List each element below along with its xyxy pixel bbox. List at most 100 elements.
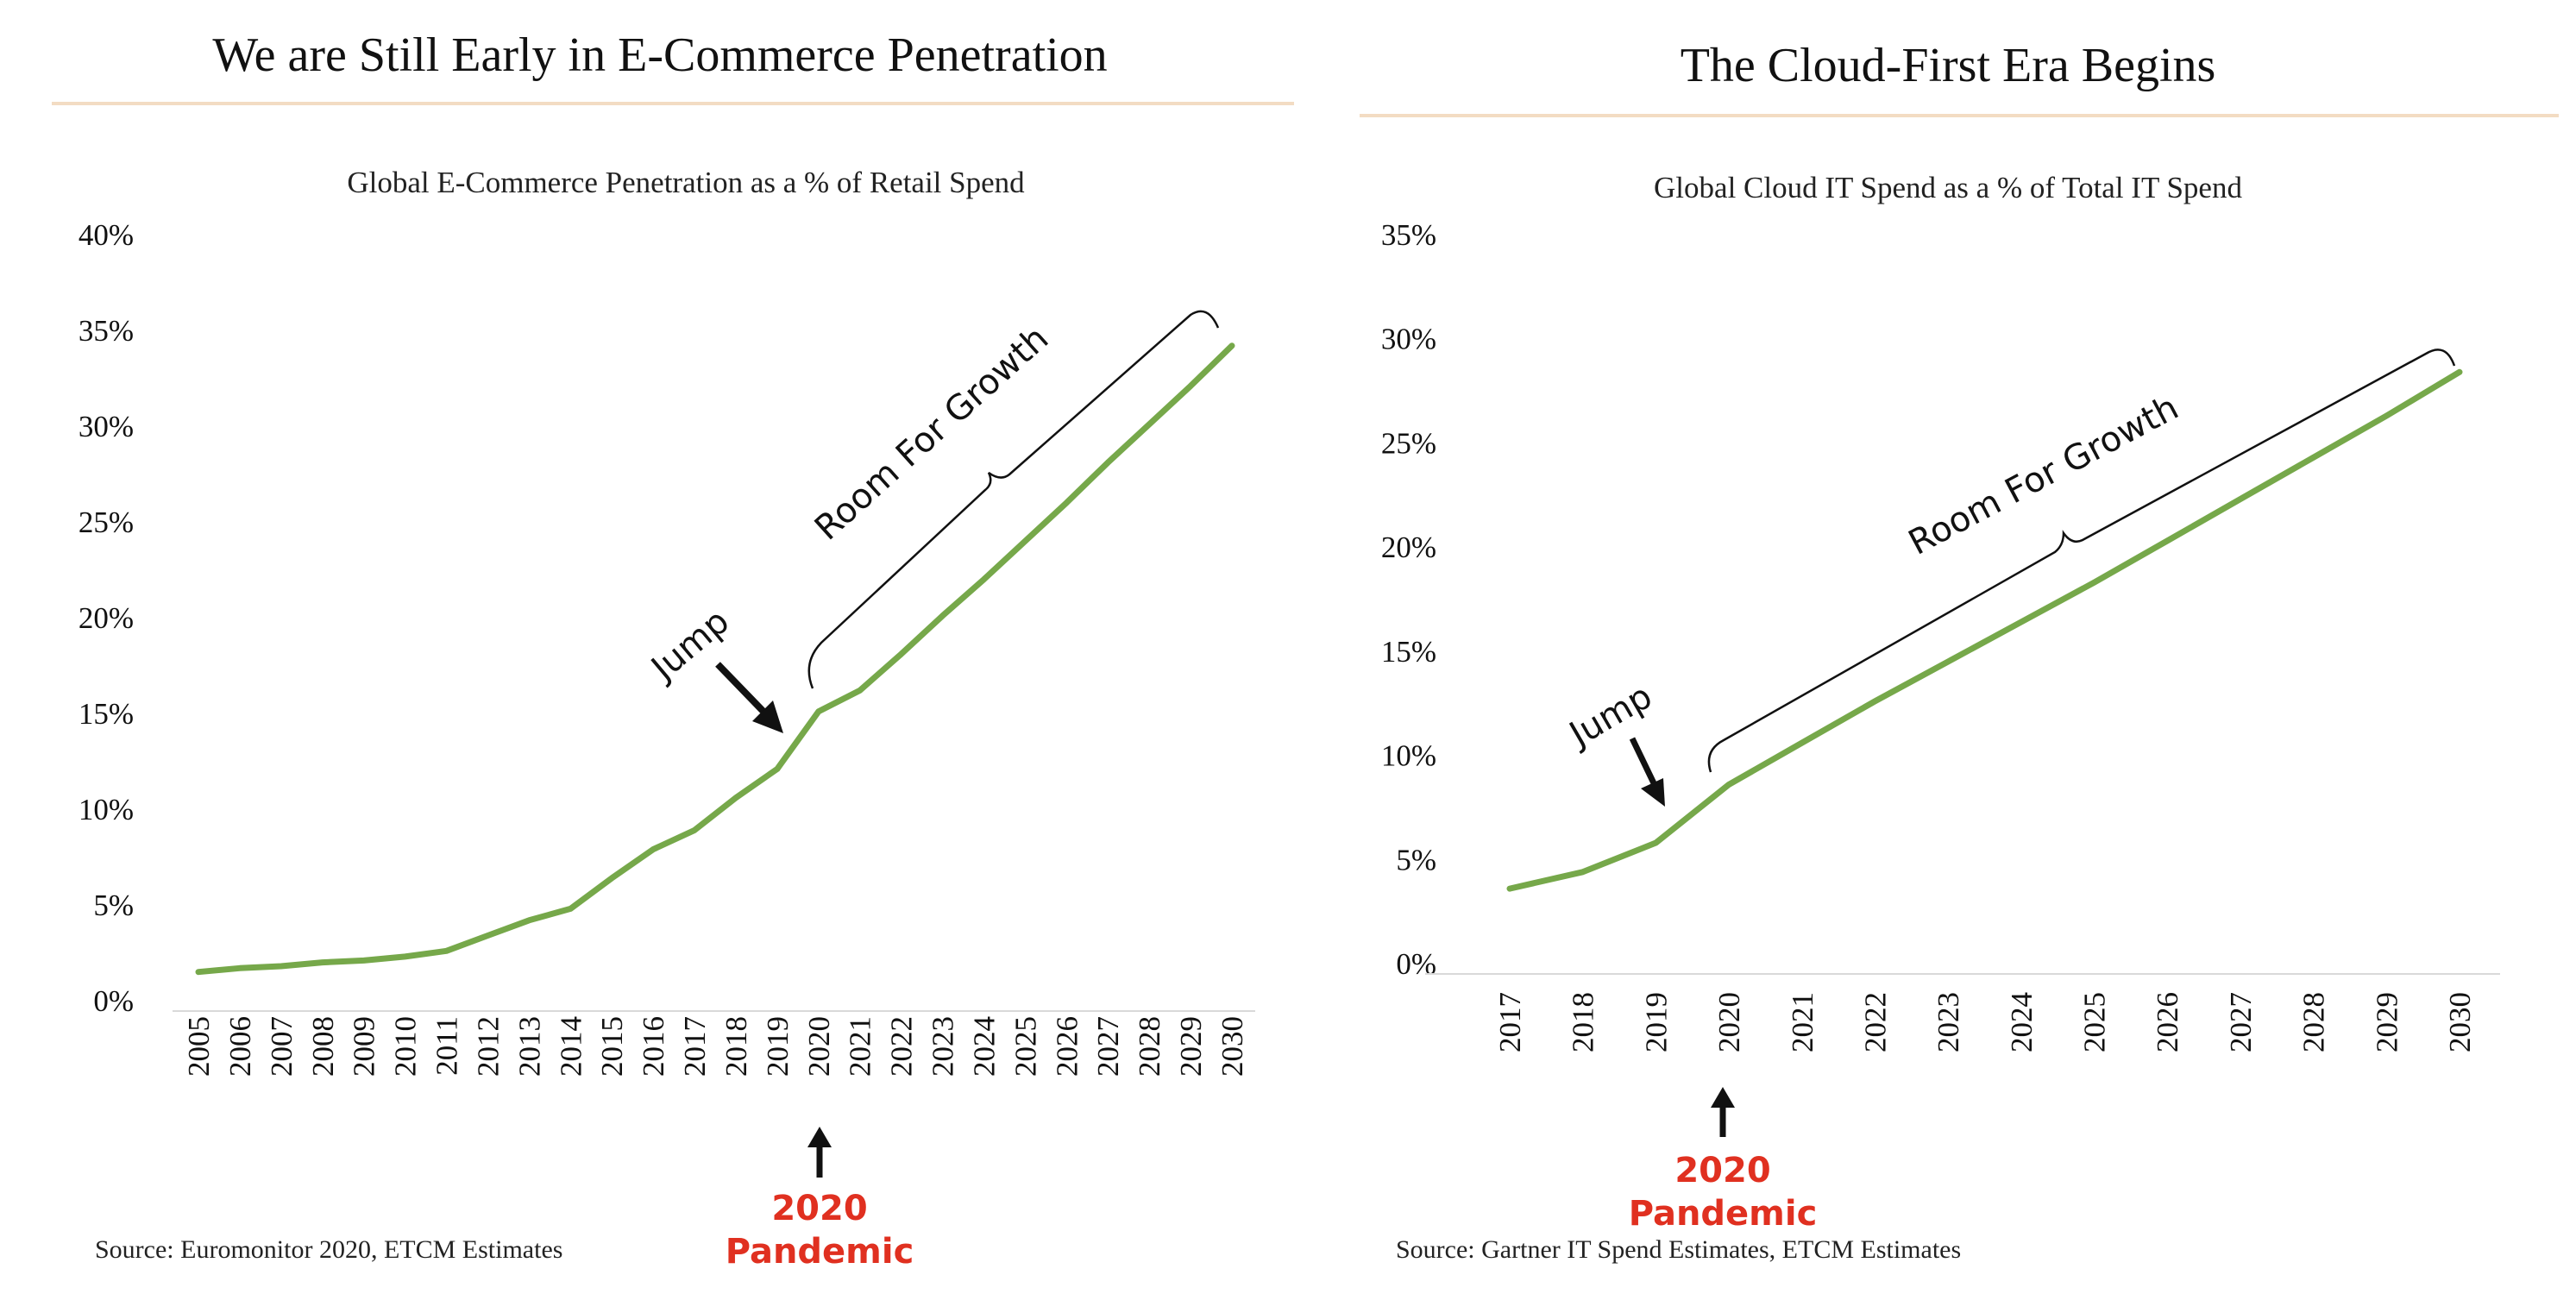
data-point — [1229, 342, 1235, 349]
data-point — [898, 651, 904, 657]
data-point — [1580, 869, 1586, 875]
x-tick-label: 2026 — [1050, 1016, 1084, 1077]
data-point — [319, 959, 325, 965]
x-tick-label: 2007 — [265, 1016, 298, 1077]
x-tick-label: 2015 — [595, 1016, 629, 1077]
data-point — [2018, 619, 2024, 625]
data-point — [939, 612, 946, 619]
data-point — [361, 958, 367, 964]
data-point — [609, 875, 615, 881]
x-tick-label: 2011 — [430, 1016, 464, 1076]
x-tick-label: 2028 — [1133, 1016, 1166, 1077]
data-point — [1188, 383, 1194, 389]
title-divider — [1360, 114, 2559, 117]
x-tick-label: 2022 — [1858, 992, 1892, 1052]
data-point — [1507, 886, 1512, 892]
jump-label: Jump — [1561, 676, 1659, 756]
data-point — [278, 964, 284, 970]
x-tick-label: 2027 — [2224, 992, 2258, 1052]
x-tick-label: 2024 — [2005, 992, 2039, 1052]
data-point — [1105, 460, 1111, 466]
jump-arrow-shaft — [715, 662, 770, 719]
y-tick-label: 15% — [79, 697, 134, 731]
data-point — [1064, 499, 1070, 506]
x-tick-label: 2029 — [1174, 1016, 1208, 1077]
data-point — [196, 969, 201, 975]
data-point — [2091, 580, 2097, 586]
x-tick-label: 2023 — [1932, 992, 1965, 1052]
series-line — [195, 342, 1235, 976]
x-tick-label: 2030 — [1216, 1016, 1249, 1077]
x-tick-label: 2018 — [1567, 992, 1600, 1052]
source-note: Source: Gartner IT Spend Estimates, ETCM… — [1396, 1235, 1962, 1264]
x-tick-label: 2013 — [512, 1016, 546, 1077]
data-point — [443, 948, 449, 954]
y-tick-label: 10% — [79, 793, 134, 826]
data-point — [485, 933, 491, 939]
x-tick-label: 2017 — [678, 1016, 712, 1077]
x-tick-label: 2009 — [348, 1016, 381, 1077]
ecommerce-line-chart: 0%5%10%15%20%25%30%35%40% 2005 2006 2007 20… — [79, 218, 1255, 1272]
x-tick-label: 2008 — [306, 1016, 340, 1077]
chart-title: Global E-Commerce Penetration as a % of … — [347, 166, 1025, 199]
y-tick-label: 25% — [1381, 426, 1436, 460]
source-note: Source: Euromonitor 2020, ETCM Estimates — [95, 1235, 563, 1264]
data-point — [568, 906, 574, 912]
x-tick-label: 2026 — [2151, 992, 2184, 1052]
x-tick-label: 2029 — [2370, 992, 2403, 1052]
y-tick-label: 35% — [1381, 218, 1436, 252]
cloud-line-chart: 0% 5% 10% 15% 20% 25% 30% 35% 2017 2018 2019 2020 2… — [1381, 218, 2500, 1234]
data-point — [2457, 369, 2462, 375]
y-tick-label: 5% — [93, 889, 134, 922]
x-tick-label: 2012 — [471, 1016, 505, 1077]
pandemic-label: Pandemic — [1629, 1194, 1818, 1234]
y-tick-label: 20% — [1381, 531, 1436, 564]
x-tick-label: 2021 — [1786, 992, 1819, 1052]
data-point — [526, 917, 532, 923]
x-tick-label: 2016 — [637, 1016, 670, 1077]
y-tick-label: 30% — [79, 410, 134, 443]
title-divider — [52, 102, 1294, 105]
pandemic-arrow-head — [1711, 1087, 1735, 1108]
y-tick-label: 10% — [1381, 739, 1436, 773]
panel-title: The Cloud-First Era Begins — [1680, 39, 2216, 92]
pandemic-year-label: 2020 — [1674, 1151, 1770, 1190]
data-point — [1147, 421, 1153, 427]
y-tick-label: 35% — [79, 314, 134, 348]
y-tick-label: 0% — [1396, 947, 1436, 981]
jump-arrow-shaft — [1629, 737, 1658, 787]
x-tick-label: 2006 — [223, 1016, 257, 1077]
x-tick-label: 2028 — [2297, 992, 2331, 1052]
data-point — [650, 846, 657, 852]
y-tick-label: 15% — [1381, 635, 1436, 669]
jump-arrow-head — [752, 700, 783, 733]
data-point — [1872, 698, 1878, 704]
room-for-growth-label: Room For Growth — [1902, 387, 2185, 562]
y-tick-label: 40% — [79, 218, 134, 252]
panel-title: We are Still Early in E-Commerce Penetra… — [212, 28, 1108, 82]
y-tick-label: 5% — [1396, 843, 1436, 876]
x-tick-label: 2005 — [182, 1016, 216, 1077]
data-point — [1945, 658, 1951, 664]
x-tick-label: 2024 — [967, 1016, 1001, 1077]
x-tick-label: 2023 — [927, 1016, 960, 1077]
y-tick-label: 20% — [79, 601, 134, 635]
x-tick-label: 2014 — [554, 1016, 587, 1077]
x-tick-label: 2019 — [1639, 992, 1673, 1052]
x-tick-label: 2010 — [389, 1016, 423, 1077]
y-tick-label: 30% — [1381, 323, 1436, 356]
x-tick-label: 2030 — [2443, 992, 2477, 1052]
data-point — [2164, 537, 2171, 543]
y-tick-label: 0% — [93, 984, 134, 1018]
cloud-panel: The Cloud-First Era Begins Global Cloud … — [1320, 0, 2576, 1294]
x-tick-label: 2020 — [802, 1016, 836, 1077]
data-point — [1022, 538, 1028, 544]
data-point — [692, 827, 698, 833]
y-tick-label: 25% — [79, 506, 134, 539]
pandemic-year-label: 2020 — [771, 1189, 867, 1228]
data-point — [732, 795, 738, 801]
data-point — [981, 576, 987, 582]
data-point — [857, 688, 863, 694]
data-point — [2310, 455, 2316, 461]
x-tick-label: 2018 — [719, 1016, 753, 1077]
